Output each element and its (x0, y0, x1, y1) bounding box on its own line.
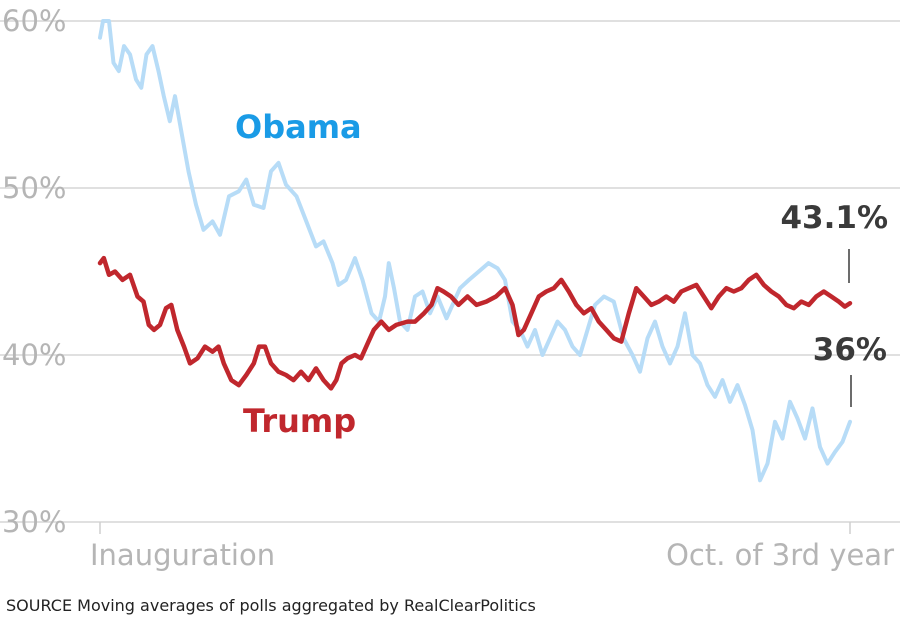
series-label-obama: Obama (235, 108, 362, 146)
annotations: Obama Trump 43.1% 36% (235, 108, 888, 440)
x-tick-label: Oct. of 3rd year (666, 538, 894, 572)
y-tick-label: 30% (2, 505, 66, 539)
y-tick-label: 40% (2, 338, 66, 372)
approval-line-chart: 30% 40% 50% 60% Inauguration Oct. of 3rd yea… (0, 4, 900, 572)
grid-lines: 30% 40% 50% 60% (0, 4, 900, 539)
y-tick-label: 60% (2, 4, 66, 38)
end-label-trump: 43.1% (780, 200, 888, 236)
source-note: SOURCE Moving averages of polls aggregat… (6, 596, 536, 615)
y-tick-label: 50% (2, 171, 66, 205)
x-axis: Inauguration Oct. of 3rd year (90, 522, 894, 572)
end-label-obama: 36% (813, 332, 887, 368)
series-lines (97, 19, 853, 483)
series-line-trump (97, 255, 853, 391)
series-label-trump: Trump (243, 402, 356, 440)
x-tick-label: Inauguration (90, 538, 275, 572)
series-line-obama (98, 19, 852, 483)
